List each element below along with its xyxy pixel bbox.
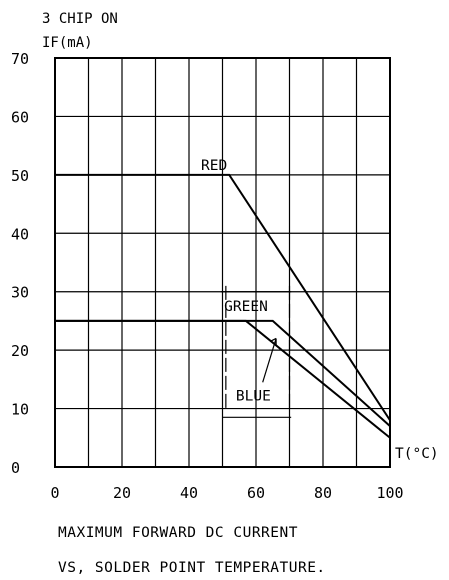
x-tick-label: 60 [247,484,265,502]
arrow-head-icon [269,337,277,346]
y-tick-label: 10 [11,401,29,419]
y-tick-label: 20 [11,342,29,360]
x-tick-label: 80 [314,484,332,502]
chart-caption-line-2: VS, SOLDER POINT TEMPERATURE. [58,560,326,576]
chart-caption-line-1: MAXIMUM FORWARD DC CURRENT [58,525,298,541]
y-tick-label: 40 [11,225,29,243]
series-label-red: RED [201,158,227,174]
arrow-icon [262,338,277,383]
series-line-red [55,173,391,421]
y-tick-label: 30 [11,284,29,302]
x-tick-label: 100 [376,484,403,502]
series-label-green: GREEN [224,299,268,315]
chart-series [55,173,391,439]
chart-title-line-1: 3 CHIP ON [42,11,118,27]
series-line-blue [55,319,391,439]
y-tick-label: 70 [11,50,29,68]
y-tick-label: 50 [11,167,29,185]
series-label-blue: BLUE [236,389,271,405]
plot-frame [54,57,391,468]
x-tick-label: 0 [50,484,59,502]
series-labels: RED GREEN BLUE [201,158,292,418]
chart-grid [54,57,391,468]
x-axis-ticks: 0 20 40 60 80 100 [50,484,403,502]
x-tick-label: 20 [113,484,131,502]
x-axis-label: T(°C) [395,446,439,462]
y-axis-ticks: 0 10 20 30 40 50 60 70 [11,50,29,477]
y-tick-label: 60 [11,108,29,126]
x-tick-label: 40 [180,484,198,502]
chart-title-line-2: IF(mA) [42,35,93,51]
y-tick-label: 0 [11,459,20,477]
